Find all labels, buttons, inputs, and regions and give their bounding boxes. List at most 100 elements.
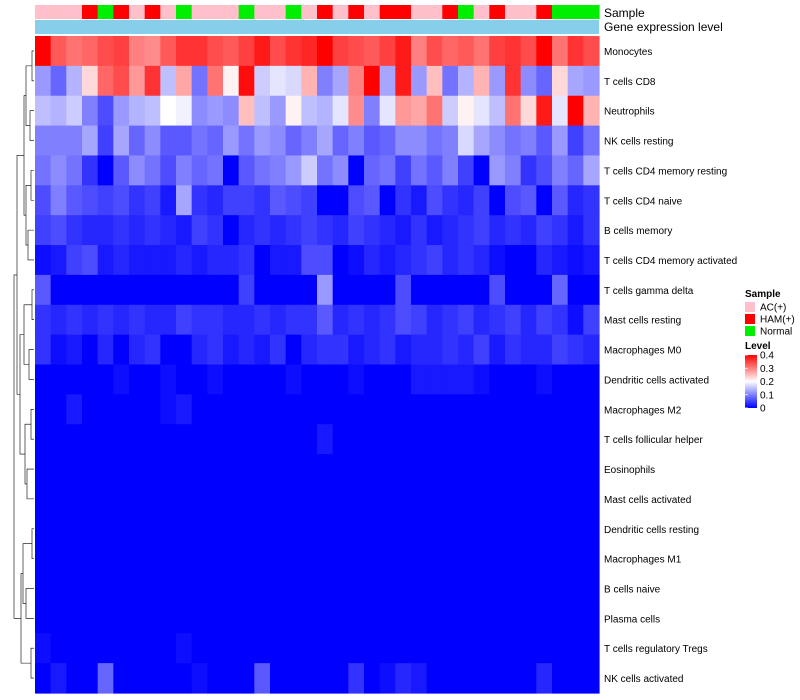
heatmap-cell xyxy=(144,185,161,216)
heatmap-cell xyxy=(191,424,208,455)
heatmap-cell xyxy=(583,274,600,306)
heatmap-cell xyxy=(35,125,52,157)
heatmap-cell xyxy=(191,513,208,545)
heatmap-cell xyxy=(442,513,459,545)
heatmap-cell xyxy=(505,483,522,515)
heatmap-cell xyxy=(395,245,412,276)
heatmap-cell xyxy=(97,304,114,336)
heatmap-cell xyxy=(473,95,490,127)
heatmap-cell xyxy=(505,364,522,395)
heatmap-cell xyxy=(364,245,381,276)
heatmap-cell xyxy=(66,65,83,97)
heatmap-cell xyxy=(82,513,99,545)
heatmap-cell xyxy=(238,394,255,425)
heatmap-cell xyxy=(191,394,208,425)
heatmap-cell xyxy=(35,334,52,366)
row-label: B cells memory xyxy=(604,226,672,237)
heatmap-cell xyxy=(254,364,271,395)
heatmap-cell xyxy=(223,155,240,186)
heatmap-cell xyxy=(348,573,365,605)
heatmap-cell xyxy=(176,185,193,216)
heatmap-cell xyxy=(520,334,537,366)
heatmap-cell xyxy=(113,513,130,545)
heatmap-cell xyxy=(583,633,600,664)
heatmap-cell xyxy=(552,125,569,157)
heatmap-cell xyxy=(66,424,83,455)
heatmap-cell xyxy=(254,125,271,157)
heatmap-cell xyxy=(254,394,271,425)
heatmap-cell xyxy=(97,633,114,664)
dendrogram-branch xyxy=(29,110,34,141)
heatmap-cell xyxy=(317,513,334,545)
heatmap-cell xyxy=(489,215,506,246)
heatmap-cell xyxy=(520,304,537,336)
heatmap-cell xyxy=(285,95,302,127)
heatmap-cell xyxy=(82,573,99,605)
heatmap-cell xyxy=(505,125,522,157)
heatmap-cell xyxy=(567,424,584,455)
heatmap-cell xyxy=(285,215,302,246)
heatmap-cell xyxy=(395,304,412,336)
heatmap-cell xyxy=(332,543,349,575)
heatmap-cell xyxy=(238,483,255,515)
heatmap-cell xyxy=(129,454,146,485)
heatmap-cell xyxy=(395,573,412,605)
heatmap-cell xyxy=(489,245,506,276)
heatmap-cell xyxy=(223,424,240,455)
heatmap-cell xyxy=(426,663,443,694)
row-label: Dendritic cells resting xyxy=(604,525,699,536)
heatmap-cell xyxy=(285,454,302,485)
heatmap-cell xyxy=(129,364,146,395)
heatmap-cell xyxy=(191,454,208,485)
heatmap-cell xyxy=(348,65,365,97)
heatmap-cell xyxy=(411,663,428,694)
heatmap-cell xyxy=(332,36,349,67)
heatmap-cell xyxy=(176,36,193,67)
heatmap-cell xyxy=(442,95,459,127)
heatmap-cell xyxy=(207,573,224,605)
heatmap-cell xyxy=(317,155,334,186)
heatmap-cell xyxy=(583,573,600,605)
heatmap-cell xyxy=(473,245,490,276)
heatmap-cells xyxy=(35,36,600,694)
sample-annotation-cell xyxy=(395,5,412,19)
heatmap-cell xyxy=(395,543,412,575)
heatmap-cell xyxy=(35,573,52,605)
heatmap-cell xyxy=(552,65,569,97)
heatmap-cell xyxy=(583,95,600,127)
heatmap-cell xyxy=(520,633,537,664)
heatmap-cell xyxy=(82,454,99,485)
heatmap-cell xyxy=(442,65,459,97)
heatmap-cell xyxy=(66,603,83,634)
row-label: Macrophages M0 xyxy=(604,346,682,357)
heatmap-cell xyxy=(567,155,584,186)
heatmap-cell xyxy=(411,245,428,276)
heatmap-cell xyxy=(442,245,459,276)
heatmap-cell xyxy=(489,394,506,425)
heatmap-cell xyxy=(536,424,553,455)
heatmap-cell xyxy=(442,454,459,485)
heatmap-cell xyxy=(552,603,569,634)
heatmap-cell xyxy=(160,663,177,694)
heatmap-cell xyxy=(364,36,381,67)
heatmap-cell xyxy=(207,454,224,485)
heatmap-cell xyxy=(301,603,318,634)
heatmap-cell xyxy=(207,36,224,67)
heatmap-cell xyxy=(458,483,475,515)
heatmap-cell xyxy=(113,603,130,634)
heatmap-cell xyxy=(505,274,522,306)
legend-level-tick-label: 0.4 xyxy=(760,351,774,362)
heatmap-cell xyxy=(129,603,146,634)
heatmap-cell xyxy=(50,185,67,216)
row-label: NK cells activated xyxy=(604,674,683,685)
heatmap-cell xyxy=(113,125,130,157)
row-label: Mast cells activated xyxy=(604,495,691,506)
dendrogram-branch xyxy=(31,50,34,82)
heatmap-cell xyxy=(270,155,287,186)
heatmap-cell xyxy=(97,663,114,694)
heatmap-cell xyxy=(66,36,83,67)
heatmap-cell xyxy=(489,663,506,694)
heatmap-cell xyxy=(223,483,240,515)
sample-annotation-cell xyxy=(301,5,318,19)
heatmap-cell xyxy=(458,454,475,485)
